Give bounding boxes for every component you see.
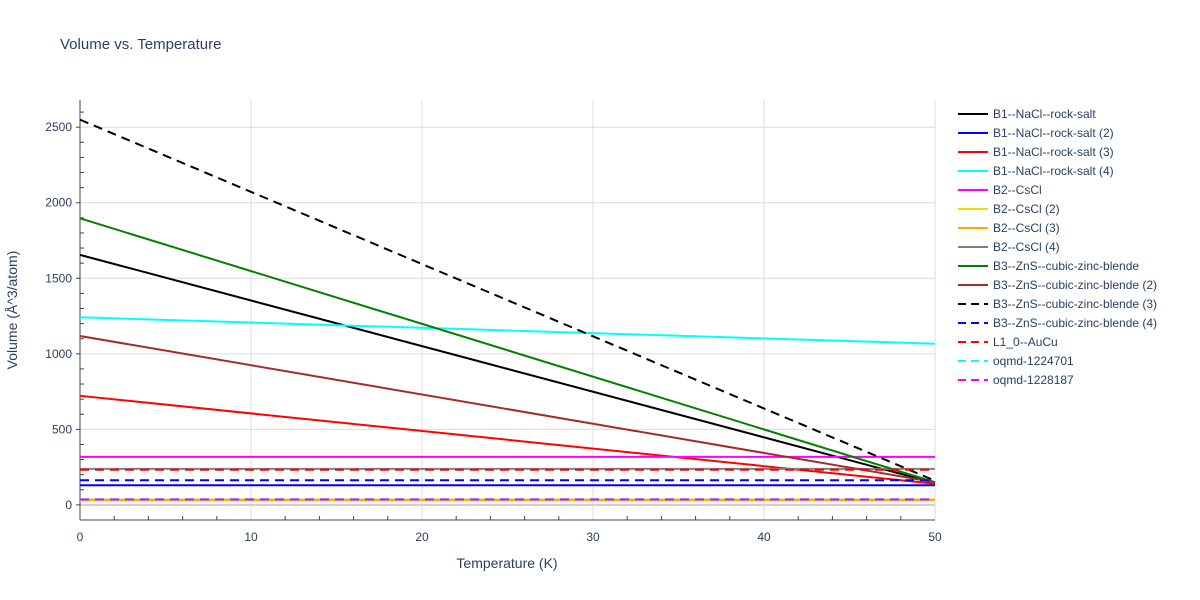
- legend-item-label[interactable]: B1--NaCl--rock-salt (2): [993, 126, 1114, 140]
- legend-item-label[interactable]: oqmd-1224701: [993, 354, 1074, 368]
- legend-item-label[interactable]: B1--NaCl--rock-salt: [993, 107, 1096, 121]
- legend-item-label[interactable]: B3--ZnS--cubic-zinc-blende: [993, 259, 1139, 273]
- y-tick-label: 2500: [45, 120, 72, 134]
- y-tick-label: 500: [52, 422, 72, 436]
- x-tick-label: 30: [586, 530, 600, 544]
- x-tick-label: 20: [415, 530, 429, 544]
- grid-lines: [80, 100, 936, 520]
- chart-title: Volume vs. Temperature: [60, 36, 222, 53]
- series-line: [79, 118, 936, 482]
- y-tick-label: 1000: [45, 347, 72, 361]
- x-tick-label: 0: [77, 530, 84, 544]
- series-line: [79, 316, 936, 345]
- legend-item-label[interactable]: B2--CsCl: [993, 183, 1042, 197]
- legend-item-label[interactable]: B2--CsCl (2): [993, 202, 1060, 216]
- y-tick-label: 1500: [45, 271, 72, 285]
- y-axis-title: Volume (Å^3/atom): [4, 251, 20, 370]
- legend-item-label[interactable]: B1--NaCl--rock-salt (3): [993, 145, 1114, 159]
- x-axis-title: Temperature (K): [456, 555, 557, 571]
- y-tick-label: 0: [65, 498, 72, 512]
- legend[interactable]: B1--NaCl--rock-salt B1--NaCl--rock-salt (…: [958, 107, 1157, 387]
- series-line: [79, 253, 936, 484]
- series-line: [79, 334, 936, 484]
- legend-item-label[interactable]: B2--CsCl (4): [993, 240, 1060, 254]
- legend-item-label[interactable]: L1_0--AuCu: [993, 335, 1058, 349]
- y-tick-label: 2000: [45, 196, 72, 210]
- legend-item-label[interactable]: B2--CsCl (3): [993, 221, 1060, 235]
- x-tick-label: 40: [757, 530, 771, 544]
- x-tick-label: 50: [928, 530, 942, 544]
- series-line: [79, 217, 936, 484]
- legend-item-label[interactable]: B1--NaCl--rock-salt (4): [993, 164, 1114, 178]
- legend-item-label[interactable]: oqmd-1228187: [993, 373, 1074, 387]
- legend-item-label[interactable]: B3--ZnS--cubic-zinc-blende (3): [993, 297, 1157, 311]
- x-tick-label: 10: [244, 530, 258, 544]
- legend-item-label[interactable]: B3--ZnS--cubic-zinc-blende (4): [993, 316, 1157, 330]
- series-lines: [79, 118, 936, 502]
- legend-item-label[interactable]: B3--ZnS--cubic-zinc-blende (2): [993, 278, 1157, 292]
